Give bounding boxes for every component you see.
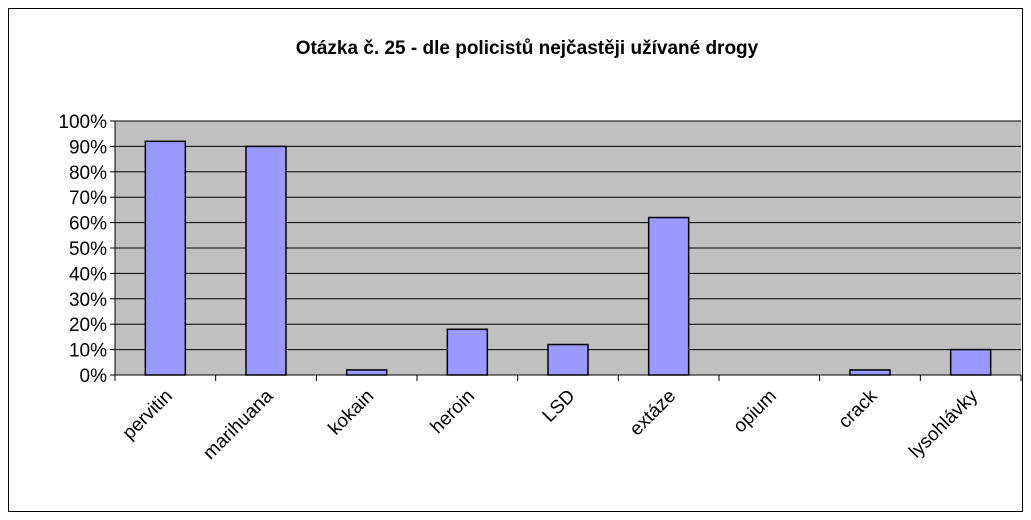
- bar: [949, 348, 992, 376]
- y-tick-label: 70%: [69, 188, 107, 209]
- y-tick-label: 40%: [69, 264, 107, 285]
- bar: [446, 328, 489, 376]
- y-tick-label: 20%: [69, 315, 107, 336]
- bar: [849, 369, 891, 376]
- y-tick-label: 30%: [69, 290, 107, 311]
- y-tick-label: 100%: [58, 112, 107, 133]
- bar: [345, 369, 388, 376]
- bar: [547, 343, 589, 376]
- y-tick-label: 60%: [69, 214, 107, 235]
- y-tick-label: 10%: [69, 341, 107, 362]
- y-tick-label: 50%: [69, 239, 107, 260]
- y-tick-label: 80%: [69, 163, 107, 184]
- chart-title: Otázka č. 25 - dle policistů nejčastěji …: [296, 38, 759, 59]
- y-tick-label: 0%: [80, 366, 108, 387]
- bar: [245, 145, 287, 376]
- bar: [144, 140, 187, 376]
- y-tick-label: 90%: [69, 137, 107, 158]
- bar: [647, 216, 690, 376]
